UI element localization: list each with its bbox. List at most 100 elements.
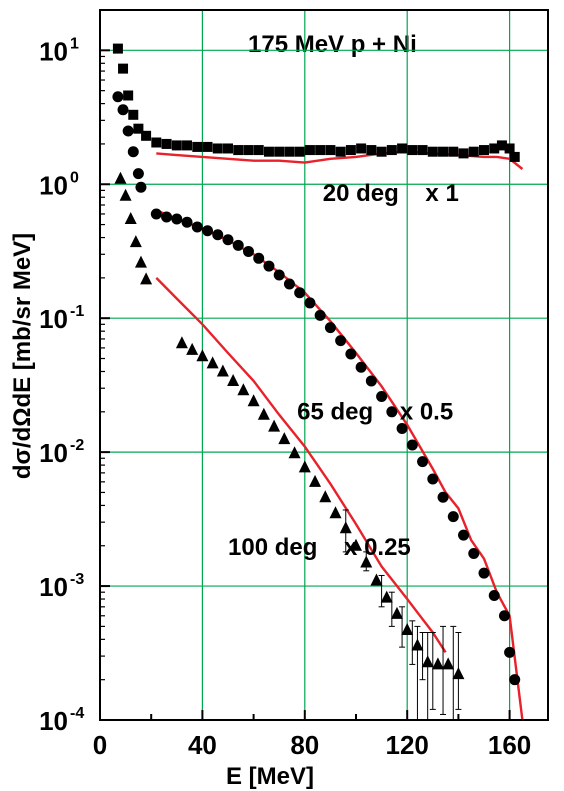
data-point-square <box>128 109 139 120</box>
data-point-square <box>504 143 515 154</box>
data-point-circle <box>191 221 203 233</box>
y-tick-exponent: 1 <box>70 35 79 52</box>
data-point-circle <box>263 260 275 272</box>
annotations: 20 deg x 1 65 deg x 0.5 100 deg x 0.25 <box>228 180 459 561</box>
data-point-circle <box>304 297 316 309</box>
data-point-square <box>438 146 449 157</box>
x-axis-label: E [MeV] <box>226 763 314 790</box>
data-point-triangle <box>452 667 465 680</box>
x-ticks: 0 40 80 120 160 <box>93 710 531 760</box>
data-point-square <box>133 123 144 134</box>
data-point-triangle <box>401 622 414 635</box>
data-point-circle <box>161 211 173 223</box>
data-point-square <box>345 145 356 156</box>
x-tick-label: 120 <box>386 730 429 760</box>
chart-title: 175 MeV p + Ni <box>248 31 417 58</box>
data-point-circle <box>181 216 193 228</box>
data-point-square <box>182 140 193 151</box>
data-point-square <box>509 151 520 162</box>
annotation-label: 100 deg x 0.25 <box>228 534 411 561</box>
y-tick-label: 10 <box>39 572 68 602</box>
data-point-triangle <box>237 383 250 396</box>
data-point-triangle <box>227 373 240 386</box>
y-tick-exponent: -2 <box>70 437 84 454</box>
data-point-triangle <box>411 638 424 651</box>
data-point-circle <box>253 252 265 264</box>
data-point-square <box>141 130 152 141</box>
data-point-circle <box>417 456 429 468</box>
data-point-square <box>489 143 500 154</box>
data-point-circle <box>222 234 234 246</box>
data-point-circle <box>509 674 521 686</box>
data-point-circle <box>447 511 459 523</box>
data-point-square <box>161 138 172 149</box>
data-point-square <box>335 146 346 157</box>
data-point-triangle <box>298 460 311 473</box>
y-tick-label: 10 <box>39 36 68 66</box>
data-point-square <box>468 146 479 157</box>
data-point-square <box>325 145 336 156</box>
data-point-circle <box>355 361 367 373</box>
data-point-circle <box>386 406 398 418</box>
data-point-circle <box>396 423 408 435</box>
data-point-circle <box>242 245 254 257</box>
data-point-circle <box>324 322 336 334</box>
data-point-circle <box>150 208 162 220</box>
data-point-square <box>253 145 264 156</box>
data-point-square <box>407 145 418 156</box>
data-point-triangle <box>380 590 393 603</box>
data-point-triangle <box>216 364 229 377</box>
y-tick-label: 10 <box>39 304 68 334</box>
data-point-square <box>118 63 129 74</box>
annotation-label: 65 deg x 0.5 <box>297 399 453 426</box>
x-tick-label: 40 <box>188 730 217 760</box>
data-point-triangle <box>186 342 199 355</box>
data-point-square <box>223 143 233 154</box>
data-point-square <box>171 140 182 151</box>
data-point-circle <box>127 146 139 158</box>
data-point-square <box>417 145 428 156</box>
data-point-triangle <box>339 521 352 534</box>
annotation-label: 20 deg x 1 <box>323 180 459 207</box>
data-point-circle <box>132 168 144 180</box>
y-tick-label: 10 <box>39 170 68 200</box>
data-point-circle <box>478 567 490 579</box>
data-point-square <box>123 90 134 101</box>
data-point-triangle <box>288 446 301 459</box>
data-point-circle <box>273 269 285 281</box>
data-points <box>112 43 521 686</box>
data-point-square <box>243 145 254 156</box>
y-tick-exponent: -1 <box>70 303 84 320</box>
data-point-square <box>202 141 213 152</box>
data-point-triangle <box>390 606 403 619</box>
data-point-circle <box>376 391 388 403</box>
data-point-triangle <box>247 394 260 407</box>
data-point-triangle <box>257 407 270 420</box>
data-point-square <box>274 146 285 157</box>
y-tick-exponent: -3 <box>70 571 84 588</box>
data-point-triangle <box>119 188 132 201</box>
y-tick-exponent: 0 <box>70 169 79 186</box>
data-point-triangle <box>206 356 219 369</box>
calc-line <box>156 150 524 170</box>
y-tick-exponent: -4 <box>70 705 84 722</box>
data-point-triangle <box>421 655 434 668</box>
y-tick-label: 10 <box>39 438 68 468</box>
data-point-circle <box>437 491 449 503</box>
data-point-circle <box>171 213 183 225</box>
data-point-triangle <box>329 506 342 519</box>
x-tick-label: 0 <box>93 730 107 760</box>
data-point-circle <box>458 529 470 541</box>
data-point-triangle <box>360 555 373 568</box>
grid <box>100 10 548 721</box>
calc-line <box>155 277 447 653</box>
data-point-circle <box>314 309 326 321</box>
data-point-triangle <box>196 349 209 362</box>
data-point-square <box>151 137 162 148</box>
data-point-circle <box>112 91 124 103</box>
data-point-triangle <box>442 657 455 670</box>
data-point-triangle <box>309 474 322 487</box>
data-point-circle <box>294 287 306 299</box>
data-point-triangle <box>134 255 147 268</box>
